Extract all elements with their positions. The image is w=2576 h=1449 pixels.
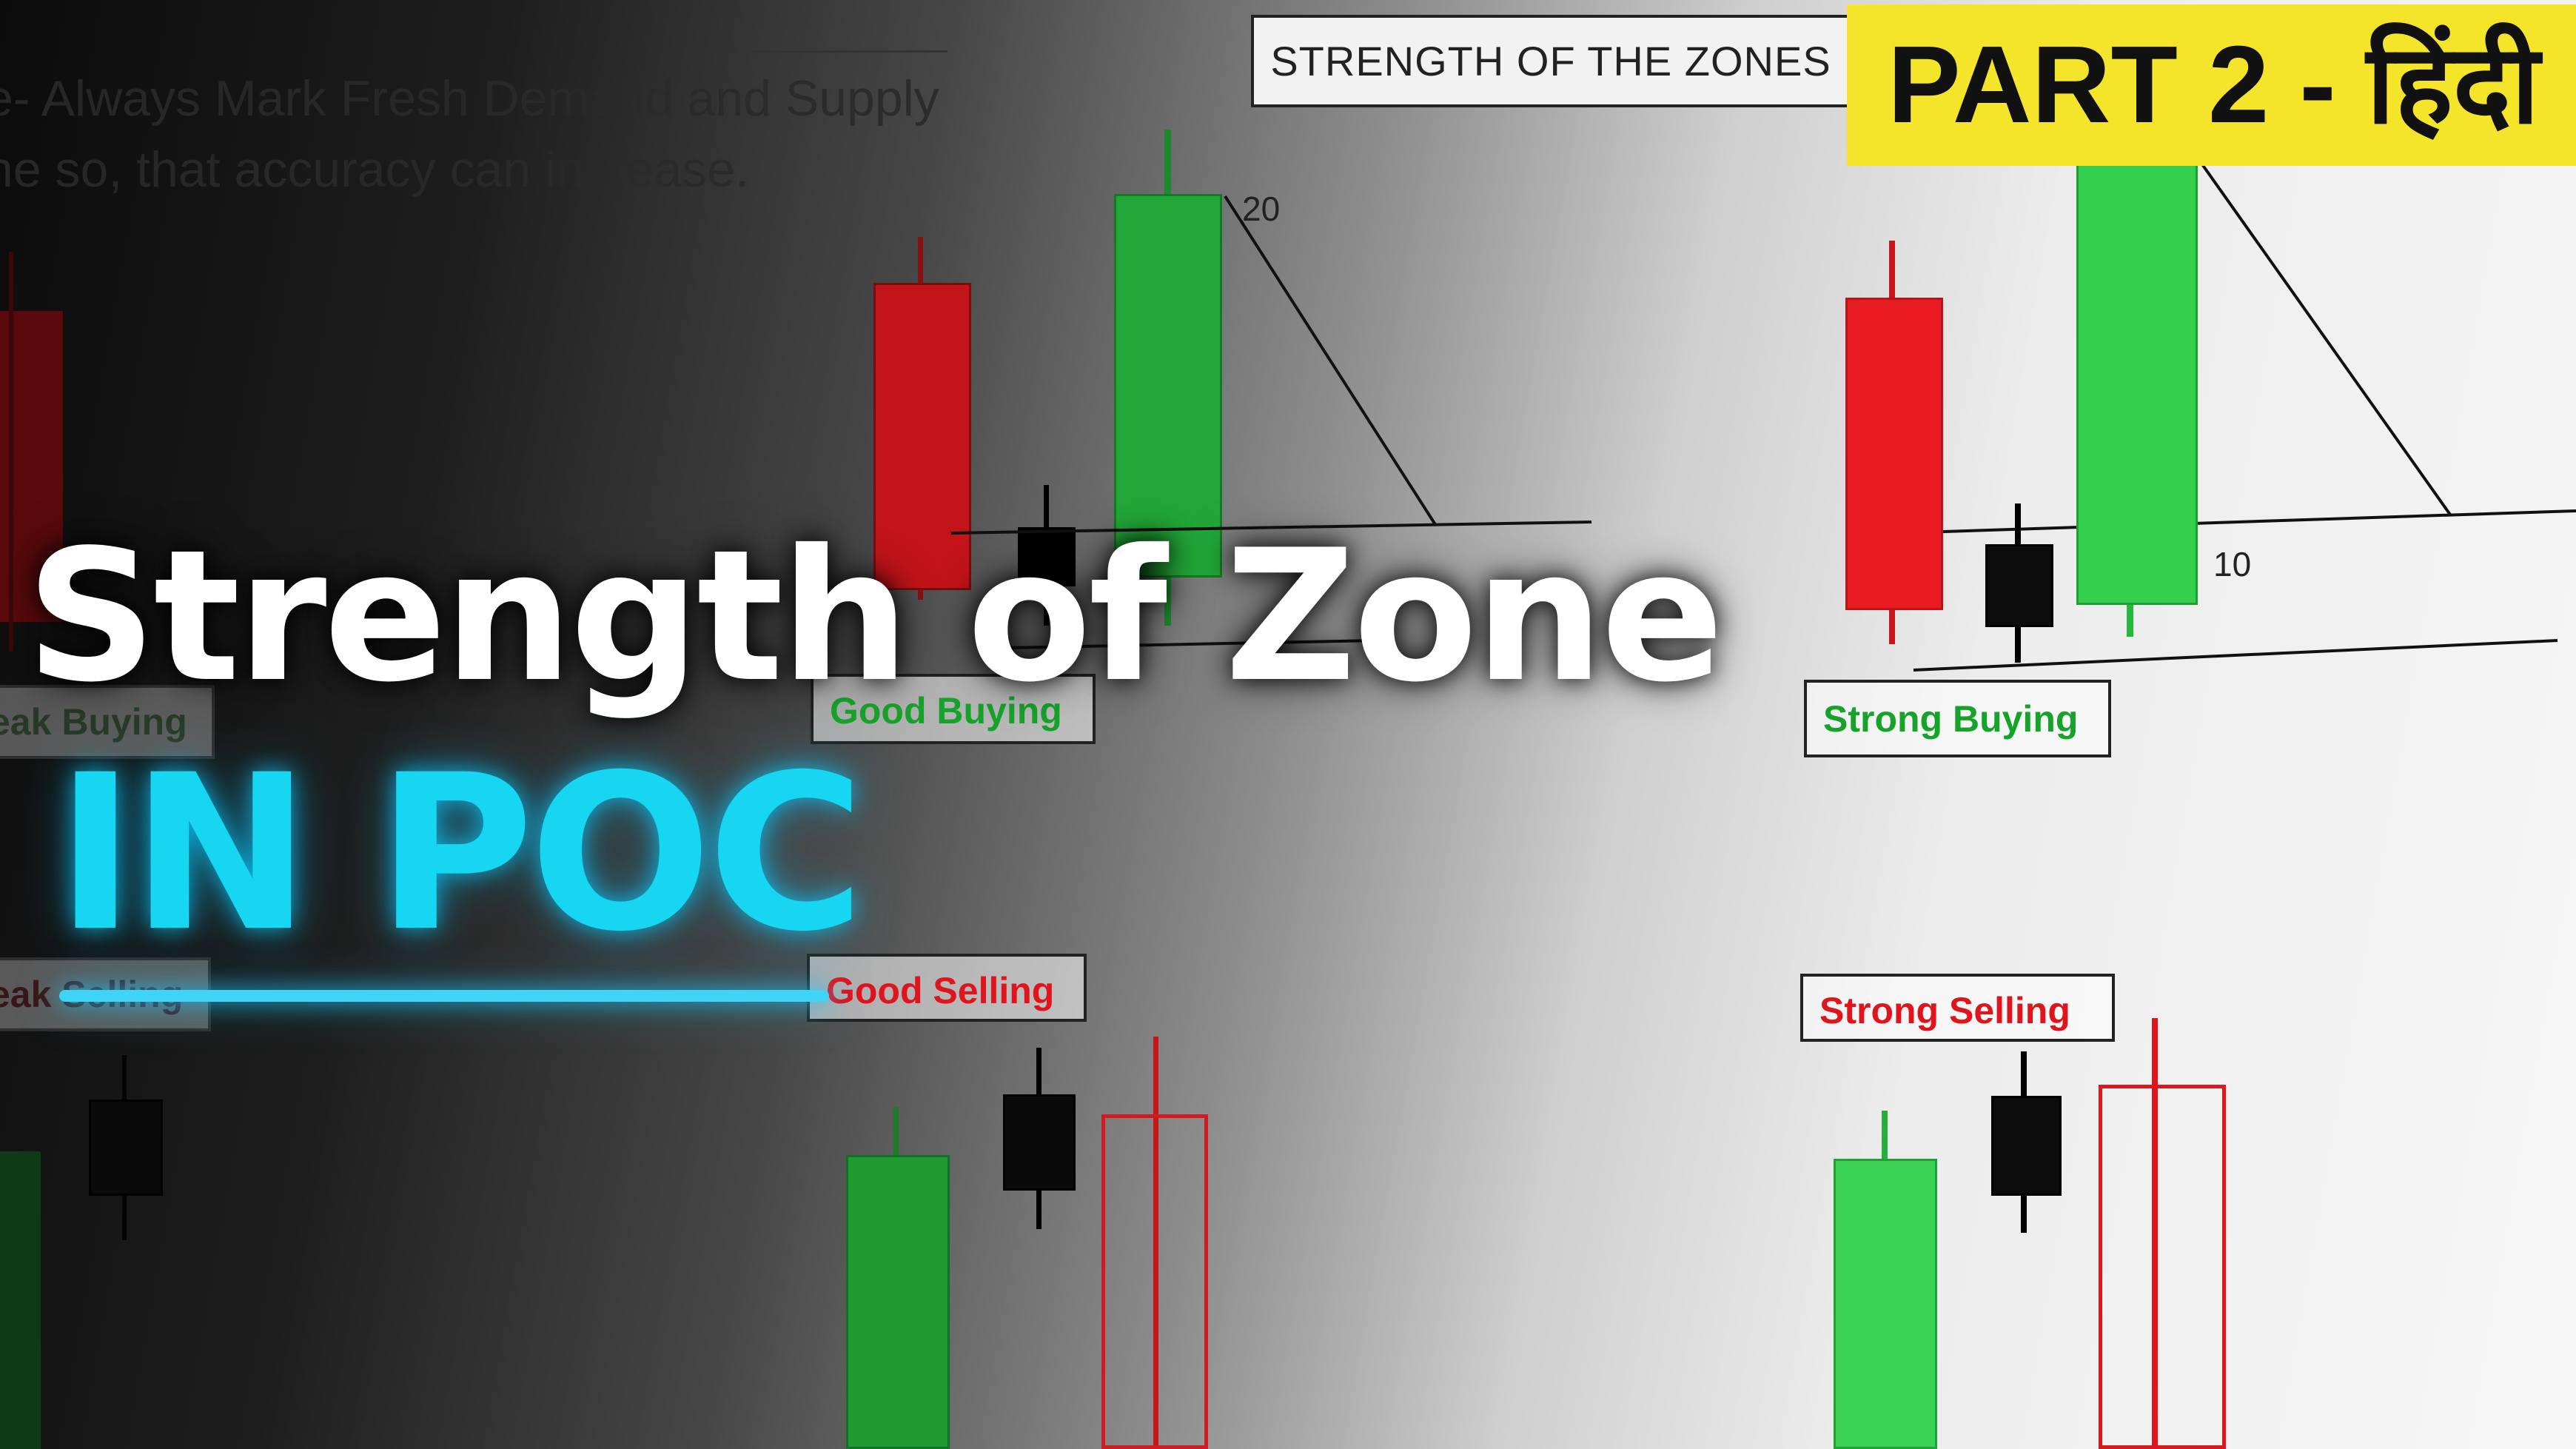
- good-buying-text: Good Buying: [830, 690, 1062, 732]
- doji-candle: [1991, 1096, 2062, 1196]
- subheadline-title: IN POC: [56, 729, 865, 979]
- bull-candle: [1834, 1159, 1937, 1449]
- note-line: e- Always Mark Fresh Demand and Supply: [0, 70, 939, 127]
- bear-candle-hollow: [2099, 1085, 2226, 1449]
- bear-candle-hollow: [1101, 1114, 1208, 1449]
- candle-wick: [2152, 1018, 2158, 1449]
- good-selling-text: Good Selling: [826, 970, 1055, 1011]
- doji-candle: [1985, 544, 2053, 627]
- headline-title: Strength of Zone: [26, 511, 1724, 722]
- note-line: ne so, that accuracy can increase.: [0, 141, 749, 198]
- doji-candle: [1018, 527, 1076, 586]
- bull-candle: [0, 1151, 41, 1449]
- level-label-lower-right: 10: [2213, 545, 2252, 583]
- part-banner: PART 2 - हिंदी: [1847, 4, 2576, 166]
- zones-header: STRENGTH OF THE ZONES: [1251, 15, 1851, 107]
- bear-candle: [873, 283, 971, 590]
- strong-buying-label: Strong Buying: [1804, 680, 2111, 757]
- doji-candle: [1003, 1094, 1076, 1191]
- weak-buying-label: eak Buying: [0, 685, 215, 759]
- bull-candle: [1114, 194, 1222, 578]
- glow-underline: [59, 990, 829, 1002]
- doji-candle: [89, 1100, 163, 1196]
- note-underline: [748, 50, 947, 53]
- candle-wick: [1153, 1037, 1158, 1449]
- instruction-note: e- Always Mark Fresh Demand and Supply n…: [0, 63, 947, 205]
- candle-wick: [9, 252, 13, 652]
- level-label-upper: 20: [1242, 190, 1281, 228]
- bull-candle: [846, 1155, 950, 1449]
- good-buying-label: Good Buying: [811, 674, 1096, 744]
- strong-selling-label: Strong Selling: [1800, 974, 2115, 1042]
- bull-candle: [2076, 159, 2198, 605]
- good-selling-label: Good Selling: [807, 954, 1087, 1022]
- strong-selling-text: Strong Selling: [1819, 990, 2070, 1031]
- bear-candle: [1845, 298, 1943, 610]
- strong-buying-text: Strong Buying: [1823, 698, 2079, 740]
- weak-buying-text: eak Buying: [0, 701, 187, 743]
